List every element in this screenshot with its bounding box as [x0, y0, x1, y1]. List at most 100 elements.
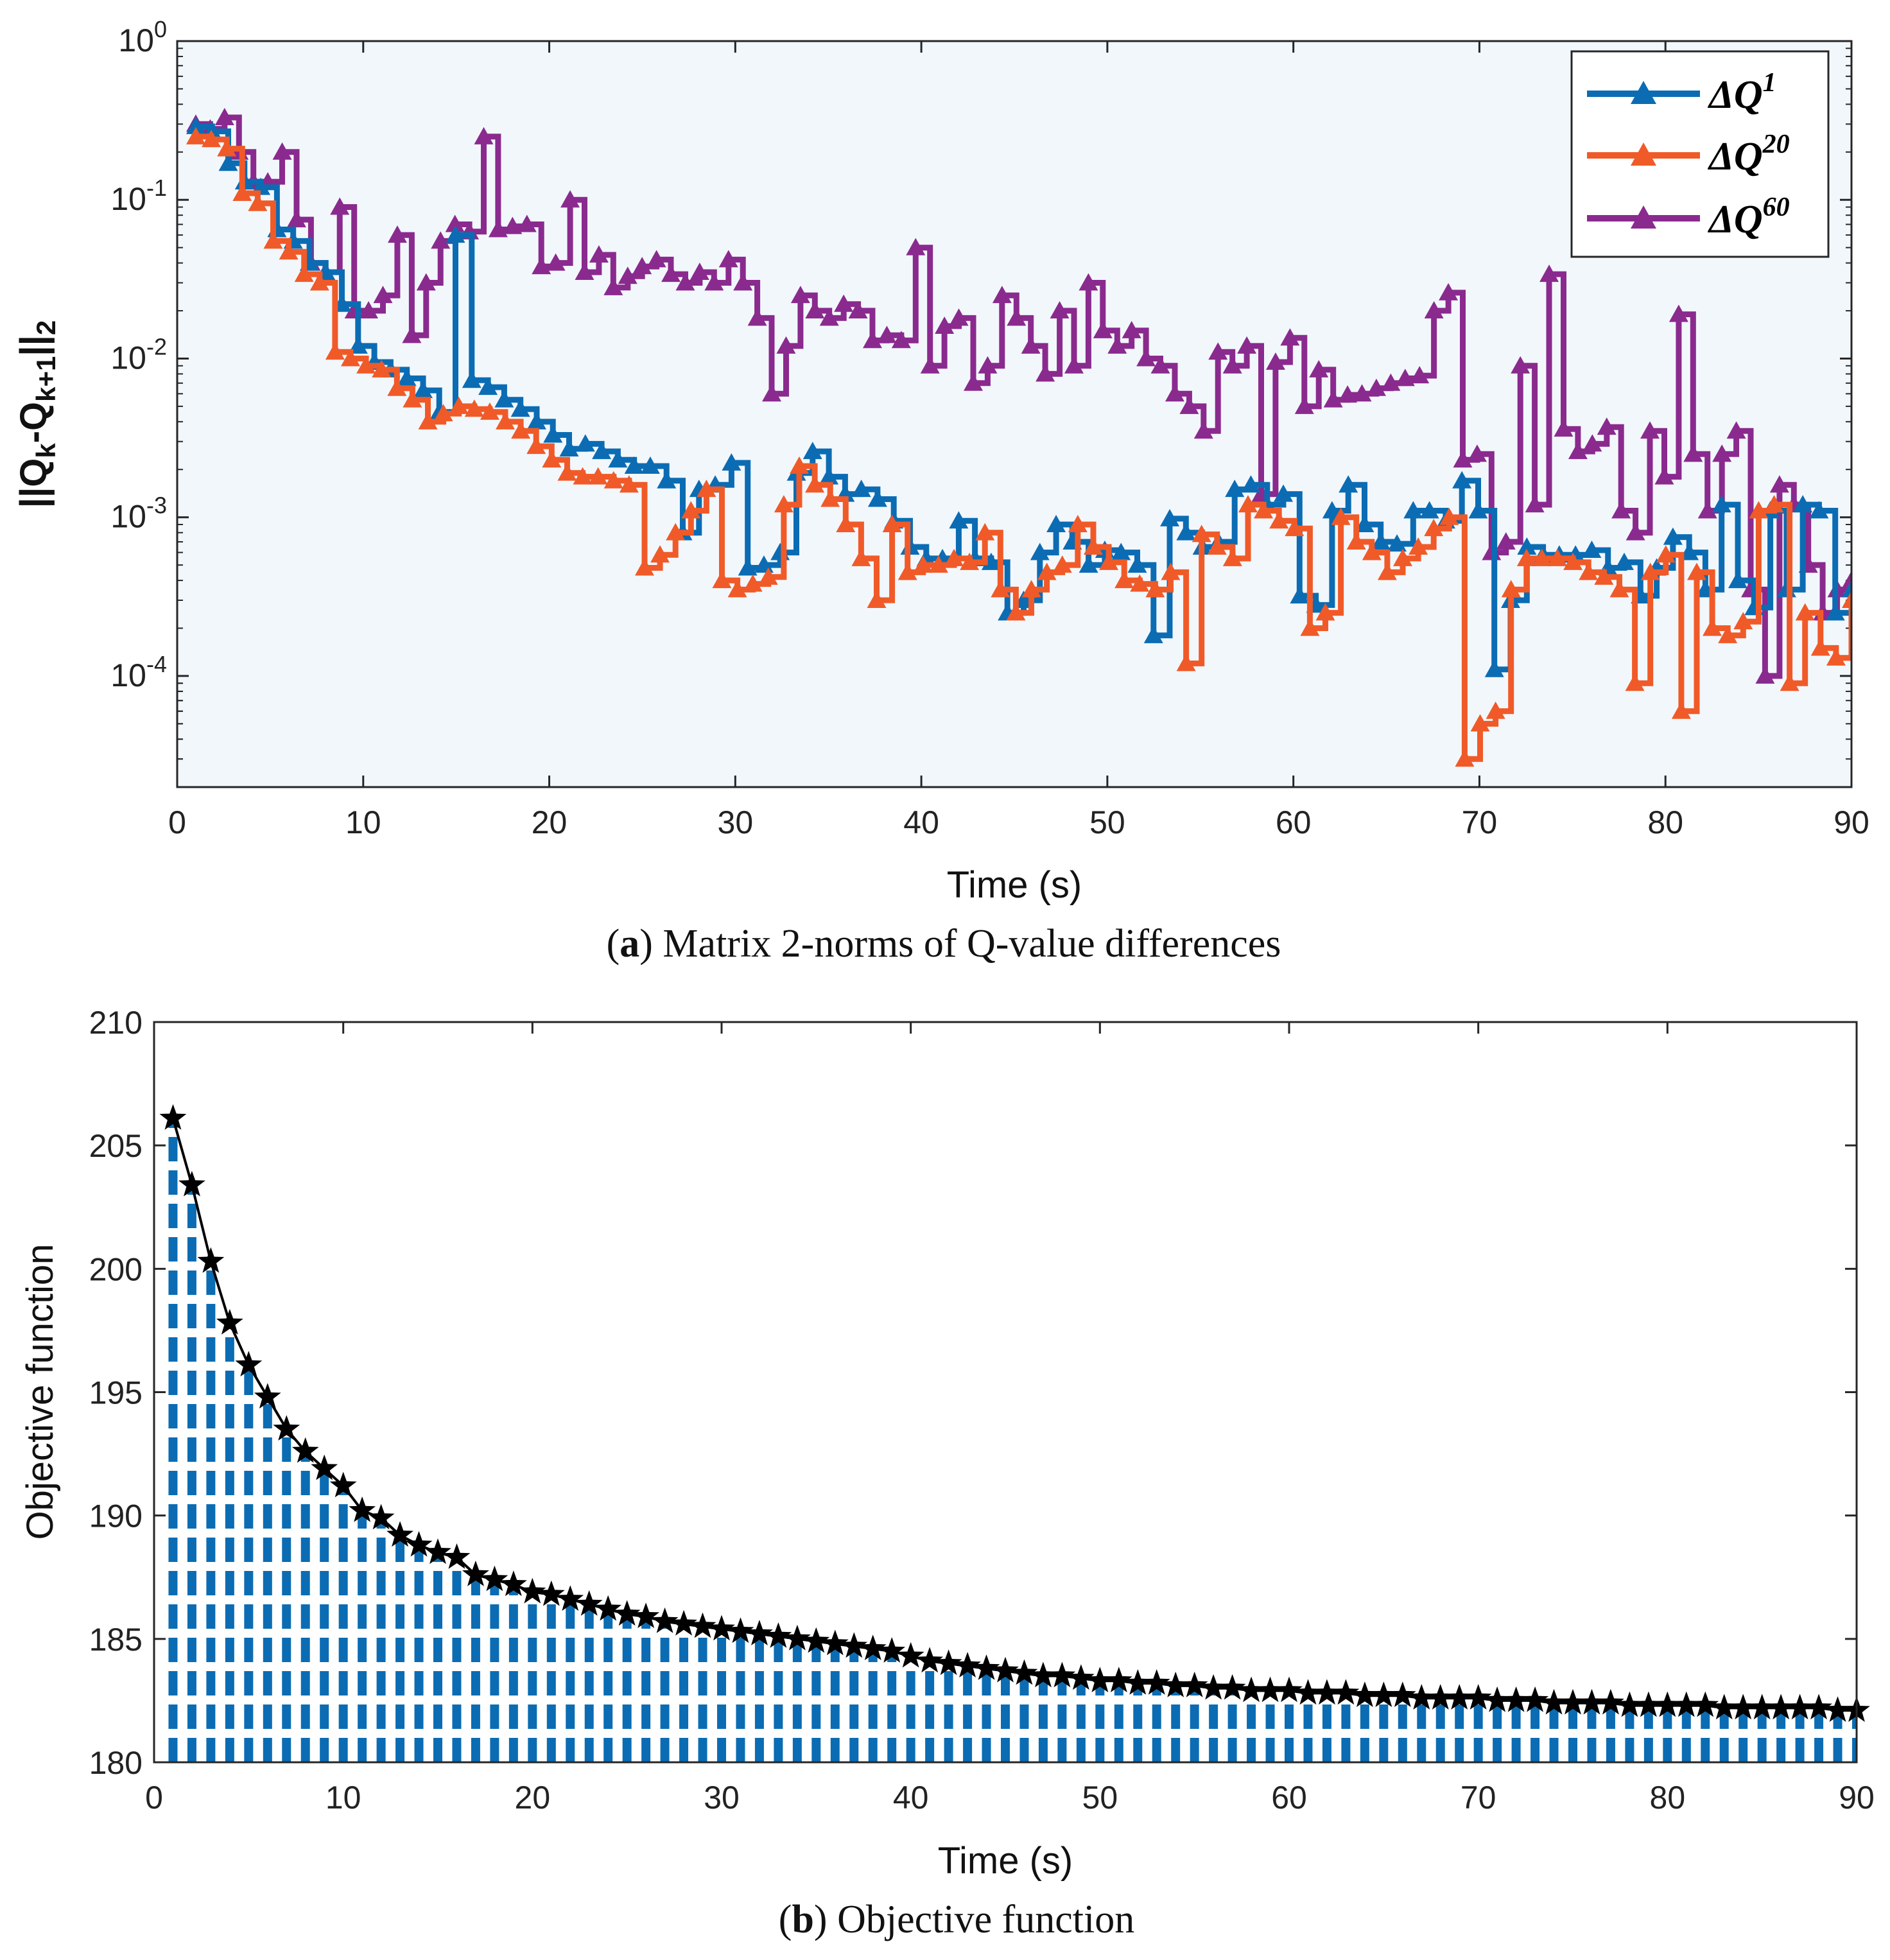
a-series-marker — [1021, 336, 1041, 354]
b-star-marker — [367, 1504, 395, 1530]
b-star-marker — [462, 1560, 489, 1586]
a-series-marker — [1679, 542, 1699, 560]
a-series-marker — [445, 214, 465, 232]
a-xtick-label: 90 — [1834, 804, 1869, 840]
a-series-marker — [403, 390, 422, 408]
a-series-marker — [634, 558, 654, 576]
a-series-marker — [802, 442, 822, 460]
a-series-marker — [1728, 571, 1748, 589]
panel-a-caption: (a) Matrix 2-norms of Q-value difference… — [607, 922, 1281, 966]
a-series-marker — [1548, 548, 1568, 566]
a-series-marker — [433, 404, 453, 422]
panel-a-series — [186, 108, 1851, 767]
b-star-marker — [1294, 1679, 1322, 1705]
legend-marker-dq60 — [1631, 205, 1656, 229]
b-star-marker — [1143, 1669, 1170, 1695]
panel-b-axes-box — [153, 1021, 1858, 1764]
a-series-marker — [325, 342, 345, 360]
b-star-marker — [859, 1635, 887, 1660]
b-star-marker — [613, 1600, 641, 1626]
a-series-marker — [1615, 552, 1634, 570]
a-series-marker — [650, 545, 670, 563]
a-series-marker — [1609, 580, 1629, 598]
a-series-marker — [727, 580, 747, 598]
b-star-marker — [1162, 1671, 1190, 1697]
b-ytick-label: 205 — [89, 1128, 143, 1164]
a-series-marker — [496, 412, 516, 429]
b-star-marker — [1767, 1694, 1795, 1720]
a-series-marker — [1395, 369, 1415, 386]
b-star-marker — [1484, 1686, 1511, 1712]
b-star-marker — [1748, 1694, 1776, 1720]
a-series-marker — [619, 475, 639, 493]
b-star-marker — [575, 1590, 603, 1616]
b-star-marker — [159, 1104, 187, 1130]
a-series-marker — [511, 421, 531, 439]
legend-label-dq60: ΔQ60 — [1707, 193, 1790, 241]
panel-a-x-ticks: 0 10 20 30 40 50 60 70 80 90 — [168, 41, 1869, 840]
a-series-marker — [1064, 356, 1084, 374]
b-star-marker — [235, 1351, 263, 1376]
a-series-marker — [646, 250, 666, 268]
b-star-marker — [329, 1471, 357, 1498]
b-star-marker — [1105, 1667, 1132, 1692]
a-series-marker — [1532, 548, 1552, 566]
a-series-marker — [1068, 515, 1088, 533]
a-series-marker — [1285, 519, 1305, 537]
a-xtick-label: 60 — [1276, 804, 1312, 840]
b-star-marker — [1181, 1671, 1208, 1697]
a-series-marker — [882, 515, 902, 533]
a-series-marker — [1037, 562, 1057, 580]
a-series-marker — [1111, 542, 1131, 560]
a-series-marker — [559, 439, 579, 457]
a-series-marker — [1290, 586, 1310, 604]
a-series-marker — [1007, 308, 1027, 326]
panel-a-axes-box — [176, 40, 1853, 788]
b-star-marker — [821, 1629, 849, 1656]
b-ytick-label: 195 — [89, 1375, 143, 1411]
a-series-marker — [1371, 532, 1391, 550]
b-star-marker — [1502, 1686, 1530, 1712]
a-series-marker — [624, 456, 644, 474]
a-series-marker — [1006, 603, 1026, 621]
a-series-marker — [186, 116, 205, 134]
a-series-marker — [1626, 523, 1645, 541]
a-series-marker — [1712, 444, 1732, 462]
a-series-marker — [689, 262, 709, 280]
a-series-marker — [474, 126, 494, 144]
a-series-marker — [992, 286, 1012, 304]
a-series-marker — [202, 130, 221, 148]
b-star-marker — [1426, 1684, 1454, 1710]
b-star-marker — [1805, 1694, 1832, 1720]
b-star-marker — [1030, 1661, 1057, 1688]
a-series-marker — [819, 467, 839, 485]
panel-b-y-ticks: 180 185 190 195 200 205 210 — [89, 1005, 1857, 1781]
b-star-marker — [1124, 1669, 1152, 1695]
b-star-marker — [1332, 1679, 1360, 1705]
b-star-marker — [1200, 1674, 1227, 1700]
b-star-marker — [557, 1585, 584, 1611]
b-star-marker — [1010, 1659, 1038, 1685]
a-series-marker — [494, 390, 514, 408]
b-ytick-label: 190 — [89, 1498, 143, 1534]
b-star-marker — [216, 1308, 243, 1335]
panel-b-x-ticks: 0 10 20 30 40 50 60 70 80 90 — [145, 1022, 1875, 1816]
b-star-marker — [1408, 1684, 1435, 1710]
b-star-marker — [1522, 1686, 1548, 1712]
a-xtick-label: 10 — [345, 804, 381, 840]
a-series-marker — [341, 349, 361, 367]
a-series-marker — [1331, 507, 1351, 525]
a-series-marker — [1663, 527, 1683, 545]
a-series-marker — [1419, 501, 1439, 519]
a-series-marker — [1150, 356, 1170, 374]
legend-item-dq1: ΔQ1 — [1587, 68, 1776, 117]
a-series-marker — [608, 450, 628, 468]
b-ytick-label: 210 — [89, 1005, 143, 1041]
a-series-marker — [1222, 356, 1242, 374]
a-series-marker — [867, 590, 887, 608]
a-series-marker — [1563, 552, 1583, 570]
a-series-marker — [848, 301, 868, 319]
b-xtick-label: 80 — [1650, 1780, 1686, 1816]
a-series-marker — [526, 437, 546, 455]
a-series-marker — [820, 489, 840, 507]
